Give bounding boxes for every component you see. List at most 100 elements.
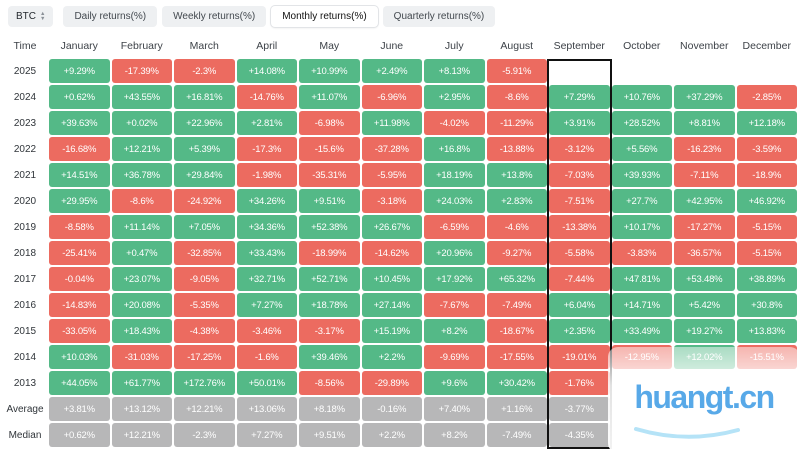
return-cell: +12.18%: [736, 111, 797, 135]
toolbar: BTC ▲ ▼ Daily returns(%) Weekly returns(%)…: [0, 3, 800, 30]
return-cell: +8.13%: [424, 59, 485, 83]
return-cell: [612, 59, 673, 83]
table-row-2022: 2022 -16.68% +12.21% +5.39% -17.3% -15.6% -37.…: [3, 137, 797, 161]
return-cell: -24.92%: [174, 189, 235, 213]
return-cell: -7.11%: [674, 163, 735, 187]
return-cell: -0.04%: [49, 267, 110, 291]
return-cell: +9.51%: [299, 189, 360, 213]
return-cell: -0.16%: [361, 397, 422, 421]
return-cell: -5.15%: [736, 241, 797, 265]
return-cell: [737, 59, 798, 83]
return-cell: -8.6%: [486, 85, 547, 109]
symbol-select[interactable]: BTC ▲ ▼: [8, 6, 54, 27]
return-cell: +15.19%: [361, 319, 422, 343]
return-cell: -1.6%: [236, 345, 297, 369]
return-cell: +34.26%: [236, 189, 297, 213]
return-cell: -6.59%: [424, 215, 485, 239]
return-cell: +13.12%: [111, 397, 172, 421]
table-row-median: Median +0.62% +12.21% -2.3% +7.27% +9.51% +2.2…: [3, 423, 797, 447]
tab-weekly-returns[interactable]: Weekly returns(%): [162, 6, 267, 27]
column-header-august: August: [500, 39, 534, 52]
column-header-june: June: [380, 39, 404, 52]
return-cell: -13.38%: [549, 215, 610, 239]
return-cell: -8.6%: [111, 189, 172, 213]
return-cell: -17.3%: [236, 137, 297, 161]
return-cell: +28.52%: [611, 111, 672, 135]
return-cell: +10.03%: [49, 345, 110, 369]
return-cell: -17.25%: [174, 345, 235, 369]
tab-daily-returns[interactable]: Daily returns(%): [63, 6, 158, 27]
row-label: 2020: [13, 195, 37, 207]
row-label: 2013: [13, 377, 37, 389]
return-cell: +8.18%: [299, 397, 360, 421]
column-header-october: October: [623, 39, 661, 52]
return-cell: +52.38%: [299, 215, 360, 239]
return-cell: -4.02%: [424, 111, 485, 135]
watermark-wave-icon: [634, 427, 740, 439]
return-cell: +11.07%: [299, 85, 360, 109]
return-cell: +10.17%: [611, 215, 672, 239]
return-cell: -7.49%: [486, 293, 547, 317]
return-cell: +7.27%: [236, 423, 297, 447]
return-cell: -6.96%: [361, 85, 422, 109]
return-cell: +26.67%: [361, 215, 422, 239]
return-cell: +5.39%: [174, 137, 235, 161]
returns-period-tabs: Daily returns(%) Weekly returns(%) Monthly…: [63, 6, 496, 27]
column-header-may: May: [319, 39, 340, 52]
return-cell: +10.76%: [611, 85, 672, 109]
column-header-september: September: [553, 39, 605, 52]
return-cell: +2.2%: [361, 423, 422, 447]
return-cell: -19.01%: [549, 345, 610, 369]
row-label: 2014: [13, 351, 37, 363]
row-label: 2016: [13, 299, 37, 311]
tab-monthly-returns[interactable]: Monthly returns(%): [271, 6, 378, 27]
return-cell: -7.51%: [549, 189, 610, 213]
return-cell: -16.68%: [49, 137, 110, 161]
return-cell: -3.17%: [299, 319, 360, 343]
return-cell: -35.31%: [299, 163, 360, 187]
return-cell: +10.45%: [361, 267, 422, 291]
return-cell: +65.32%: [486, 267, 547, 291]
return-cell: +30.8%: [736, 293, 797, 317]
return-cell: +9.51%: [299, 423, 360, 447]
return-cell: +43.55%: [111, 85, 172, 109]
row-label: Median: [8, 429, 42, 441]
tab-quarterly-returns[interactable]: Quarterly returns(%): [382, 6, 496, 27]
return-cell: -3.59%: [736, 137, 797, 161]
return-cell: +9.29%: [49, 59, 110, 83]
return-cell: +39.93%: [611, 163, 672, 187]
return-cell: -2.3%: [174, 423, 235, 447]
return-cell: -25.41%: [49, 241, 110, 265]
return-cell: +14.08%: [236, 59, 297, 83]
return-cell: -29.89%: [361, 371, 422, 395]
table-row-2017: 2017 -0.04% +23.07% -9.05% +32.71% +52.71% +10…: [3, 267, 797, 291]
return-cell: -18.67%: [486, 319, 547, 343]
return-cell: +2.49%: [361, 59, 422, 83]
table-row-2021: 2021 +14.51% +36.78% +29.84% -1.98% -35.31% -5…: [3, 163, 797, 187]
return-cell: +34.36%: [236, 215, 297, 239]
return-cell: +12.21%: [174, 397, 235, 421]
return-cell: +30.42%: [486, 371, 547, 395]
sort-arrows-icon: ▲ ▼: [40, 11, 46, 22]
row-label: 2015: [13, 325, 37, 337]
return-cell: +39.46%: [299, 345, 360, 369]
return-cell: -17.27%: [674, 215, 735, 239]
return-cell: +33.49%: [611, 319, 672, 343]
return-cell: +5.42%: [674, 293, 735, 317]
table-row-2019: 2019 -8.58% +11.14% +7.05% +34.36% +52.38% +26…: [3, 215, 797, 239]
return-cell: +32.71%: [236, 267, 297, 291]
return-cell: -16.23%: [674, 137, 735, 161]
column-header-april: April: [256, 39, 278, 52]
return-cell: +7.27%: [236, 293, 297, 317]
return-cell: -3.18%: [361, 189, 422, 213]
return-cell: +16.81%: [174, 85, 235, 109]
return-cell: -7.67%: [424, 293, 485, 317]
return-cell: -11.29%: [486, 111, 547, 135]
return-cell: +3.81%: [49, 397, 110, 421]
return-cell: -1.98%: [236, 163, 297, 187]
return-cell: +1.16%: [486, 397, 547, 421]
return-cell: -36.57%: [674, 241, 735, 265]
column-header-february: February: [120, 39, 163, 52]
return-cell: +13.8%: [486, 163, 547, 187]
return-cell: +20.08%: [111, 293, 172, 317]
